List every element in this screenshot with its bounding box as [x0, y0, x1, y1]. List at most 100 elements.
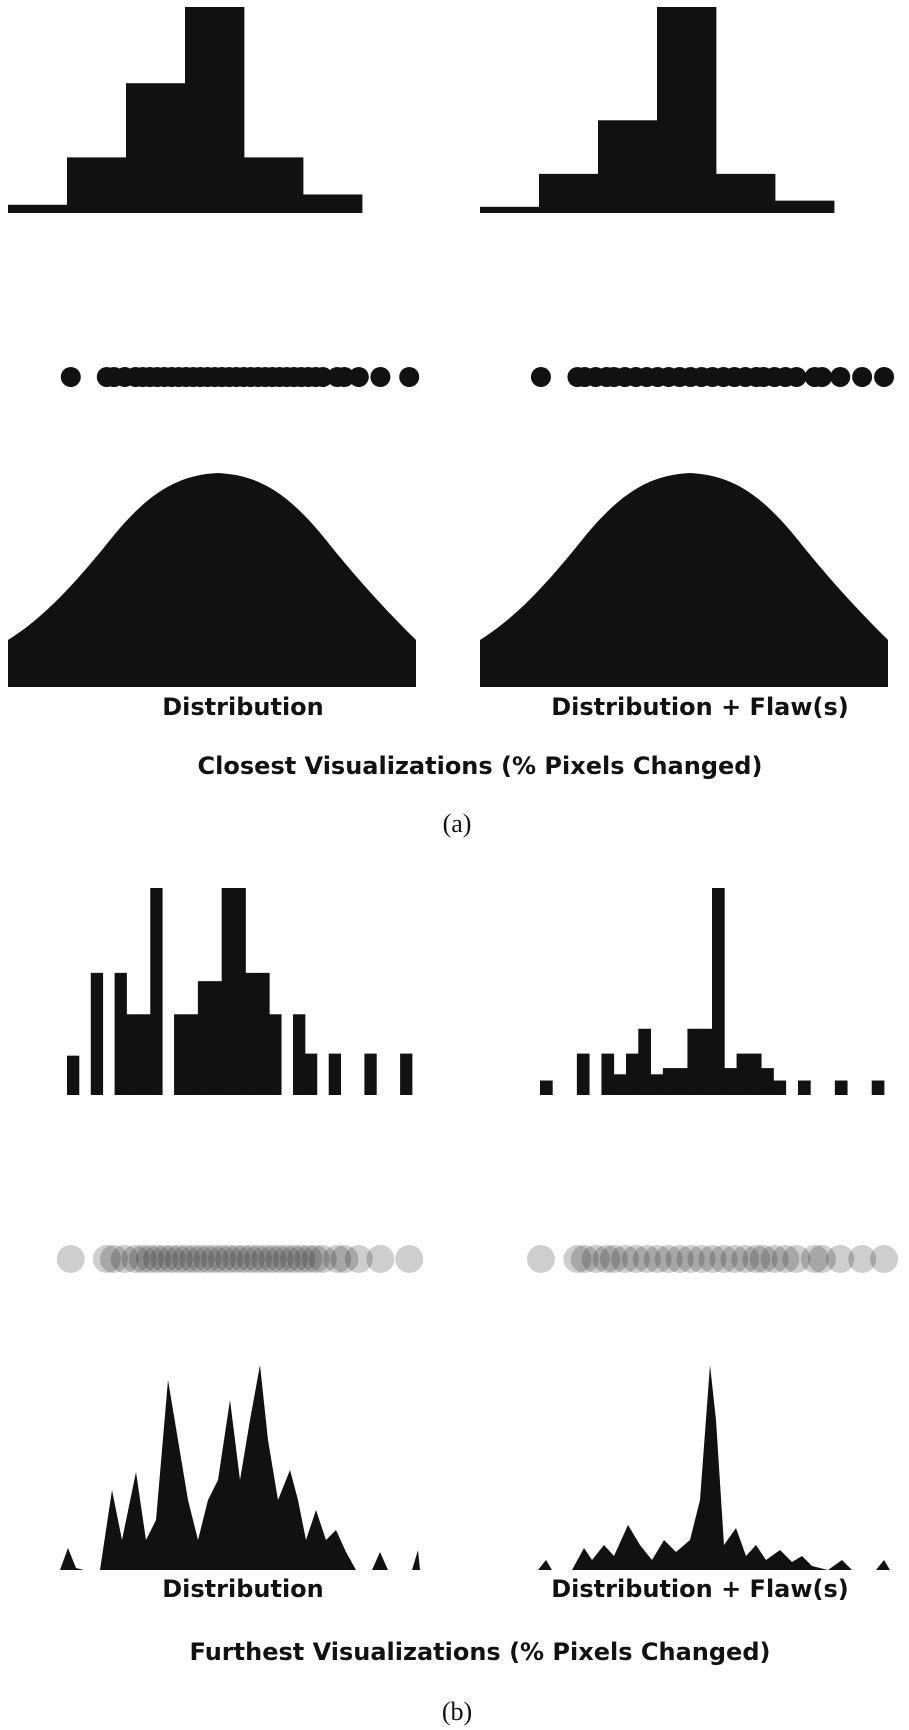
- histogram-bar: [328, 1053, 342, 1095]
- dot: [128, 1245, 157, 1273]
- dot: [164, 1245, 193, 1273]
- dot: [150, 1245, 179, 1273]
- dot: [244, 1245, 272, 1273]
- histogram-bar: [540, 1080, 553, 1095]
- histogram-bar: [138, 1014, 151, 1095]
- caption-b: (b): [442, 1697, 472, 1726]
- histogram-bar: [269, 1014, 282, 1095]
- dot: [308, 1245, 337, 1273]
- dot: [222, 1245, 251, 1273]
- dot: [186, 1245, 215, 1273]
- dot: [395, 1245, 424, 1273]
- dot: [570, 1245, 599, 1273]
- histogram-bar: [185, 1014, 199, 1095]
- dot: [172, 1245, 200, 1273]
- dot: [698, 1245, 727, 1273]
- histogram-bar: [185, 7, 245, 213]
- histogram-bar: [257, 972, 270, 1095]
- histogram-bar: [303, 194, 363, 213]
- histogram-bar: [304, 1053, 318, 1095]
- caption-a: (a): [443, 809, 472, 838]
- dot: [808, 1245, 836, 1273]
- histogram-b-distribution: [67, 888, 413, 1095]
- dot: [334, 367, 355, 387]
- histogram-bar: [712, 888, 725, 1095]
- title-a: Closest Visualizations (% Pixels Changed…: [198, 752, 763, 780]
- dot: [301, 1245, 330, 1273]
- dot: [720, 1245, 749, 1273]
- dot: [348, 367, 369, 387]
- dot: [179, 1245, 208, 1273]
- histogram-bar: [197, 981, 211, 1095]
- dot: [581, 1245, 610, 1273]
- dot: [731, 1245, 760, 1273]
- dot: [687, 1245, 716, 1273]
- histogram-bar: [834, 1080, 848, 1095]
- histogram-bar: [724, 1068, 737, 1095]
- dot: [312, 367, 333, 387]
- histogram-bar: [209, 981, 223, 1095]
- histogram-bar: [67, 157, 127, 213]
- density-b-flaw: [538, 1365, 890, 1570]
- histogram-bar: [761, 1068, 774, 1095]
- histogram-bar: [480, 206, 540, 213]
- panel-a: Distribution Distribution + Flaw(s) Clos…: [8, 7, 895, 838]
- histogram-bar: [775, 200, 835, 213]
- dot: [136, 1245, 164, 1273]
- dot: [610, 1245, 639, 1273]
- histogram-bar: [221, 888, 234, 1095]
- dot: [215, 1245, 244, 1273]
- histogram-b-flaw: [540, 888, 885, 1095]
- histogram-bar: [699, 1028, 713, 1095]
- dot: [229, 1245, 258, 1273]
- dot: [143, 1245, 172, 1273]
- histogram-bar: [400, 1053, 413, 1095]
- dot: [676, 1245, 705, 1273]
- dot: [848, 1245, 877, 1273]
- histogram-a-distribution: [8, 7, 363, 213]
- panel-b: Distribution Distribution + Flaw(s) Furt…: [56, 888, 899, 1726]
- dot: [826, 1245, 855, 1273]
- histogram-bar: [174, 1014, 187, 1095]
- histogram-bar: [598, 120, 658, 213]
- histogram-bar: [67, 1055, 80, 1095]
- dot: [399, 367, 420, 387]
- dot: [830, 367, 851, 387]
- histogram-bar: [126, 83, 186, 213]
- histogram-bar: [798, 1080, 811, 1095]
- histogram-bar: [245, 972, 258, 1095]
- histogram-bar: [687, 1028, 701, 1095]
- dotplot-a-flaw: [530, 367, 895, 387]
- histogram-bar: [293, 1014, 306, 1095]
- histogram-bar: [662, 1068, 676, 1095]
- dot: [60, 367, 81, 387]
- histogram-bar: [539, 173, 599, 213]
- dot: [200, 1245, 229, 1273]
- dot: [812, 367, 832, 387]
- histogram-bar: [716, 173, 776, 213]
- dot: [236, 1245, 265, 1273]
- histogram-bar: [90, 972, 104, 1095]
- histogram-bar: [736, 1053, 750, 1095]
- dot: [100, 1245, 128, 1273]
- dot: [323, 1245, 352, 1273]
- density-a-distribution: [8, 473, 416, 687]
- label-a-flaw: Distribution + Flaw(s): [551, 693, 849, 721]
- histogram-bar: [150, 888, 163, 1095]
- dot: [563, 1245, 592, 1273]
- dotplot-a-distribution: [60, 367, 420, 387]
- histogram-bar: [657, 7, 717, 213]
- dot: [632, 1245, 661, 1273]
- histogram-bar: [126, 1014, 139, 1095]
- dot: [251, 1245, 280, 1273]
- histogram-bar: [650, 1074, 664, 1095]
- dotplot-b-flaw: [526, 1245, 899, 1273]
- histogram-bar: [233, 888, 246, 1095]
- dot: [287, 1245, 316, 1273]
- histogram-a-flaw: [480, 7, 835, 213]
- dot: [344, 1245, 373, 1273]
- histogram-bar: [601, 1053, 615, 1095]
- dot: [786, 367, 807, 387]
- dot: [870, 1245, 899, 1273]
- dot: [92, 1245, 121, 1273]
